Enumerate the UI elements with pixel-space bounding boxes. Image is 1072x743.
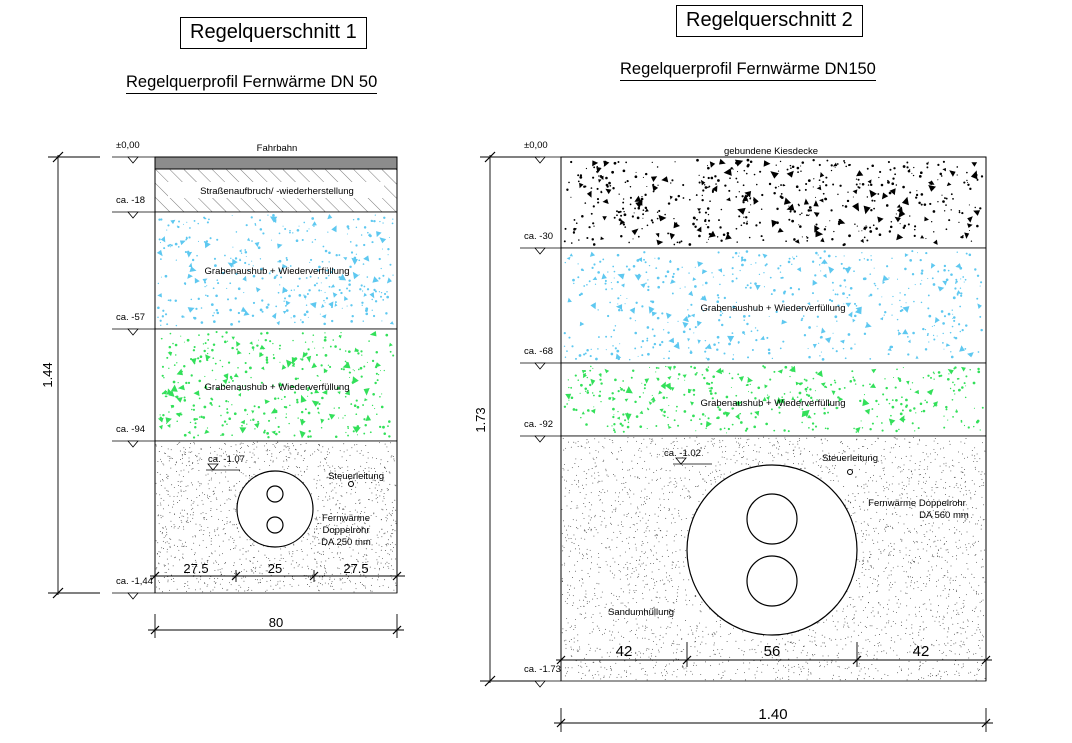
section1-total-depth: 1.44 (40, 362, 55, 387)
section2-green-layer (560, 362, 987, 437)
level-label: ±0,00 (524, 140, 548, 151)
section2-control-line-marker (847, 469, 853, 475)
section1-drawing: Fahrbahn Straßenaufbruch/ -wiederherstel… (40, 140, 405, 638)
level-label: ca. -94 (116, 424, 145, 435)
section2-subtitle: Regelquerprofil Fernwärme DN150 (620, 60, 876, 81)
section1-width-middle: 25 (268, 561, 282, 576)
section2-width-right: 42 (913, 643, 930, 660)
section2-drawing: gebundene Kiesdecke Grabenaushub + Wiede… (473, 140, 993, 732)
section2-pipe-label-2: DA 560 mm (919, 510, 969, 521)
section2-total-depth: 1.73 (473, 407, 488, 432)
level-marker (534, 435, 546, 443)
level-marker (127, 440, 139, 448)
level-marker (127, 211, 139, 219)
section1-pipe-inner-bottom (266, 516, 284, 534)
level-label: ca. -30 (524, 231, 553, 242)
section2-green-label: Grabenaushub + Wiederverfüllung (701, 398, 846, 409)
level-label: ca. -1,44 (116, 576, 153, 587)
section2-width-left: 42 (616, 643, 633, 660)
level-label: ca. -92 (524, 419, 553, 430)
section1-pipe-outer (236, 470, 314, 548)
level-label: ca. -57 (116, 312, 145, 323)
section1-pipe-level: ca. -1.07 (208, 454, 245, 465)
section1-control-line-label: Steuerleitung (328, 471, 384, 482)
section1-road-surface (154, 156, 398, 170)
level-label: ca. -18 (116, 195, 145, 206)
section2-pipe-outer (686, 464, 858, 636)
level-marker (534, 247, 546, 255)
section1-surface-label: Fahrbahn (257, 143, 298, 154)
section2-sand-label: Sandumhüllung (608, 607, 674, 618)
section2-pipe-level: ca. -1.02 (664, 448, 701, 459)
section1-width-right: 27.5 (343, 561, 368, 576)
level-marker (127, 156, 139, 164)
section1-hatch-label: Straßenaufbruch/ -wiederherstellung (200, 186, 354, 197)
section2-total-width: 1.40 (758, 706, 787, 723)
section2-control-line-label: Steuerleitung (822, 453, 878, 464)
section2-pipe-inner-bottom (746, 555, 798, 607)
section2-pipe-label-1: Fernwärme Doppelrohr (868, 498, 966, 509)
section1-control-line-marker (348, 481, 354, 487)
level-label: ±0,00 (116, 140, 140, 151)
section1-total-width: 80 (269, 615, 283, 630)
section1-blue-label: Grabenaushub + Wiederverfüllung (205, 266, 350, 277)
level-marker (534, 680, 546, 688)
level-label: ca. -1.73 (524, 664, 561, 675)
section1-pipe-label-3: DA 250 mm (321, 537, 371, 548)
section1-pipe-label-2: Doppelrohr (323, 525, 370, 536)
section2-surface-label: gebundene Kiesdecke (724, 146, 818, 157)
section1-width-left: 27.5 (183, 561, 208, 576)
section1-pipe-inner-top (266, 485, 284, 503)
section2-pipe-inner-top (746, 493, 798, 545)
level-marker (127, 592, 139, 600)
section1-pipe-label-1: Fernwärme (322, 513, 370, 524)
section1-title: Regelquerschnitt 1 (180, 17, 367, 49)
level-marker (534, 362, 546, 370)
section1-subtitle: Regelquerprofil Fernwärme DN 50 (126, 73, 378, 94)
section1-green-label: Grabenaushub + Wiederverfüllung (205, 382, 350, 393)
section2-blue-label: Grabenaushub + Wiederverfüllung (701, 303, 846, 314)
level-marker (534, 156, 546, 164)
level-label: ca. -68 (524, 346, 553, 357)
section2-title: Regelquerschnitt 2 (676, 5, 863, 37)
level-marker (127, 328, 139, 336)
section2-width-middle: 56 (764, 643, 781, 660)
